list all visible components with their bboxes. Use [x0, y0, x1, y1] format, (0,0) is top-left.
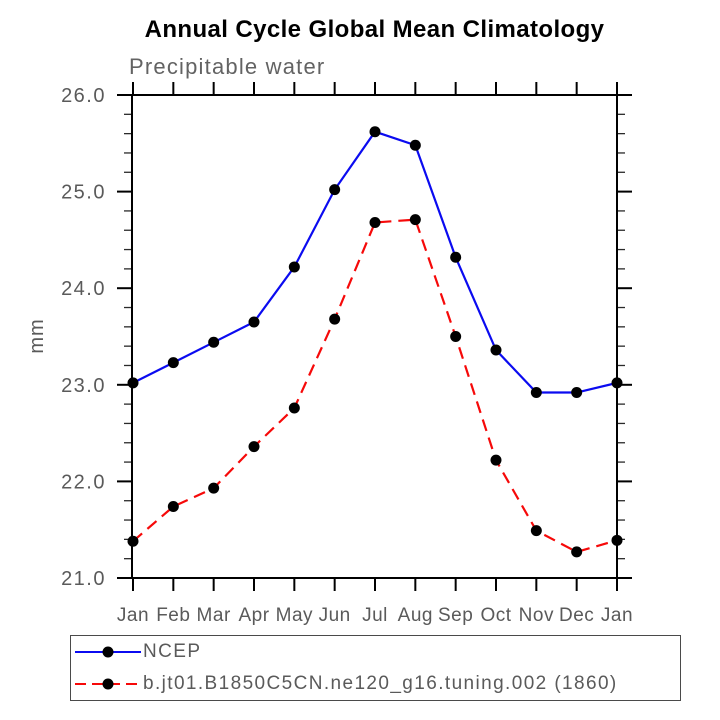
svg-text:22.0: 22.0 — [61, 471, 106, 493]
svg-text:Jul: Jul — [362, 605, 388, 626]
svg-text:Nov: Nov — [519, 605, 554, 626]
chart-subtitle: Precipitable water — [129, 54, 326, 79]
legend-box: NCEP b.jt01.B1850C5CN.ne120_g16.tuning.0… — [70, 635, 681, 701]
svg-text:Jan: Jan — [601, 605, 633, 626]
svg-text:Jan: Jan — [117, 605, 149, 626]
svg-text:mm: mm — [26, 318, 48, 353]
chart-title: Annual Cycle Global Mean Climatology — [144, 16, 605, 43]
svg-text:Feb: Feb — [156, 605, 190, 626]
svg-text:25.0: 25.0 — [61, 182, 106, 204]
legend-item-ncep: NCEP — [71, 637, 680, 667]
svg-text:Aug: Aug — [398, 605, 433, 626]
svg-text:21.0: 21.0 — [61, 568, 106, 590]
svg-text:Dec: Dec — [559, 605, 594, 626]
legend-label-ncep: NCEP — [143, 641, 202, 663]
svg-text:Jun: Jun — [319, 605, 351, 626]
svg-text:26.0: 26.0 — [61, 85, 106, 107]
svg-text:Apr: Apr — [238, 605, 269, 626]
svg-text:24.0: 24.0 — [61, 278, 106, 300]
ncep-line-sample — [75, 646, 141, 658]
model-line-sample — [75, 678, 141, 690]
svg-text:Oct: Oct — [480, 605, 511, 626]
plot-area: 21.0 22.0 23.0 24.0 25.0 26.0 Jan Feb Mar Apr May J… — [26, 82, 633, 626]
legend-item-model: b.jt01.B1850C5CN.ne120_g16.tuning.002 (1… — [71, 669, 680, 699]
svg-text:Sep: Sep — [438, 605, 473, 626]
svg-text:May: May — [276, 605, 313, 626]
svg-text:Mar: Mar — [197, 605, 231, 626]
svg-text:23.0: 23.0 — [61, 375, 106, 397]
legend-label-model: b.jt01.B1850C5CN.ne120_g16.tuning.002 (1… — [143, 672, 618, 694]
